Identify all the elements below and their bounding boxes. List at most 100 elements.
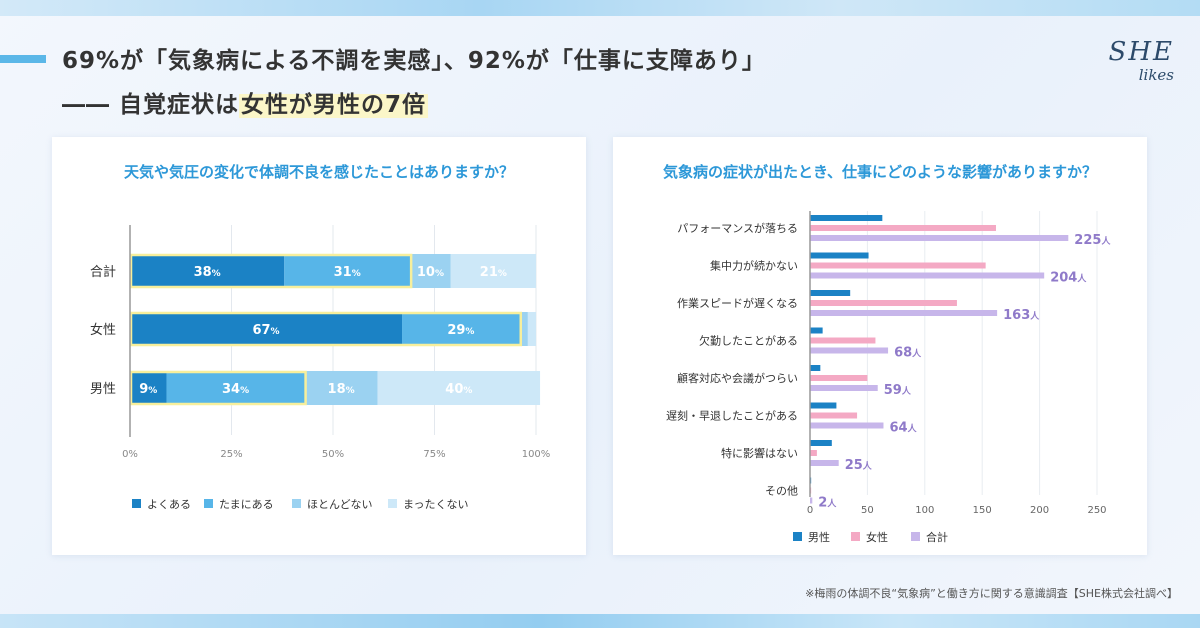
chart2-bar	[810, 252, 869, 259]
chart2-bar	[810, 375, 868, 381]
chart2-total-value: 64	[889, 421, 907, 436]
chart2-total-value: 25	[845, 458, 863, 473]
chart2-total-label: 204人	[1050, 271, 1087, 286]
title-accent-line	[0, 55, 46, 63]
chart2-bar	[810, 460, 839, 466]
chart2-total-label: 25人	[845, 458, 873, 473]
chart1-bar-segment	[527, 312, 536, 346]
chart2-total-unit: 人	[1029, 310, 1040, 322]
chart1-bar-segment	[377, 371, 541, 405]
chart2-bar	[810, 300, 957, 306]
chart1-data-label: 18%	[328, 382, 355, 397]
chart2-total-value: 68	[894, 346, 912, 361]
chart1-bar-segment	[130, 312, 403, 346]
chart1-data-value: 21	[480, 265, 498, 280]
chart2-total-value: 163	[1003, 308, 1030, 323]
chart1-svg: 0% 25% 50% 75% 100%合計 38% 31% 10% 21%女性 67% 29%男性 9…	[90, 225, 551, 511]
chart2-total-unit: 人	[911, 348, 922, 360]
chart1-data-value: 67	[252, 323, 270, 338]
chart2-total-value: 59	[884, 383, 902, 398]
chart1-bar-segment	[130, 371, 167, 405]
chart2-total-unit: 人	[907, 423, 918, 435]
chart2-svg: 0 50 100 150 200 250パフォーマンスが落ちる225人集中力が続かない20…	[666, 211, 1111, 544]
chart2-bar	[810, 310, 998, 316]
chart2-x-tick-label: 100	[915, 505, 934, 516]
chart2-legend-label: 女性	[866, 530, 888, 544]
chart2-category-label: 作業スピードが遅くなる	[677, 296, 798, 310]
chart2-category-label: その他	[765, 485, 798, 498]
chart1-legend-label: まったくない	[403, 498, 469, 511]
chart2-bar	[810, 262, 986, 269]
chart2-bar	[810, 235, 1069, 241]
chart1-data-label: 21%	[480, 265, 507, 280]
chart2-total-value: 225	[1074, 233, 1101, 248]
chart1-bar-segment	[284, 254, 411, 288]
logo-line1: SHE	[1108, 37, 1174, 67]
chart1-bar-segment	[450, 254, 536, 288]
chart1-category-label: 女性	[90, 322, 116, 338]
chart1-bar-segment	[410, 254, 451, 288]
chart1-x-tick-label: 0%	[122, 449, 138, 460]
chart2-bar	[810, 225, 996, 231]
chart1-data-unit: %	[240, 386, 249, 396]
chart1-data-label: 38%	[194, 265, 221, 280]
chart1-highlight-box	[129, 253, 413, 289]
chart2-x-tick-label: 150	[973, 505, 992, 516]
chart2-legend-swatch	[911, 532, 920, 541]
chart1-data-value: 34	[222, 382, 240, 397]
chart2-bar	[810, 365, 821, 371]
chart2-total-unit: 人	[826, 498, 837, 510]
chart2-total-value: 2	[818, 496, 827, 511]
chart2-x-tick-label: 50	[861, 505, 874, 516]
she-likes-logo: SHE likes	[1094, 38, 1174, 84]
chart1-bar-segment	[130, 254, 285, 288]
chart1-bar-segment	[304, 371, 378, 405]
chart1-legend-swatch	[132, 499, 141, 508]
chart1-x-tick-label: 50%	[322, 449, 344, 460]
chart2-total-value: 204	[1050, 271, 1077, 286]
chart1-data-value: 38	[194, 265, 212, 280]
chart1-bar-segment	[519, 312, 528, 346]
chart2-bar	[810, 215, 883, 221]
chart1-legend-label: たまにある	[219, 498, 274, 511]
chart1-data-unit: %	[435, 269, 444, 279]
chart1-legend-swatch	[204, 499, 213, 508]
chart2-category-label: 特に影響はない	[721, 446, 798, 460]
chart2-category-label: パフォーマンスが落ちる	[677, 221, 798, 235]
chart2-bar	[810, 347, 889, 354]
chart2-total-label: 225人	[1074, 233, 1111, 248]
chart1-data-unit: %	[498, 269, 507, 279]
chart2-total-unit: 人	[1076, 273, 1087, 285]
chart2-category-label: 遅刻・早退したことがある	[666, 409, 798, 423]
chart1-data-unit: %	[352, 269, 361, 279]
chart1-data-unit: %	[148, 386, 157, 396]
chart1-data-label: 31%	[334, 265, 361, 280]
chart1-data-unit: %	[212, 269, 221, 279]
chart1-bar-segment	[402, 312, 520, 346]
chart1-x-tick-label: 100%	[522, 449, 551, 460]
chart1-data-unit: %	[465, 327, 474, 337]
chart2-total-label: 2人	[818, 496, 837, 511]
chart1-data-value: 31	[334, 265, 352, 280]
chart2-total-unit: 人	[901, 385, 912, 397]
chart1-legend-swatch	[388, 499, 397, 508]
logo-line2: likes	[1138, 66, 1174, 84]
chart1-category-label: 合計	[90, 264, 116, 280]
chart1-data-label: 9%	[139, 382, 157, 397]
chart1-data-value: 10	[417, 265, 435, 280]
card-work-impact: 気象病の症状が出たとき、仕事にどのような影響がありますか？ 0 50 100 150 2…	[613, 137, 1147, 555]
chart2-bar	[810, 337, 876, 344]
chart2-total-unit: 人	[862, 460, 873, 472]
chart1-legend-label: ほとんどない	[307, 498, 372, 511]
chart2-bar	[810, 440, 832, 446]
chart2-category-label: 欠勤したことがある	[699, 334, 798, 348]
chart2-bar	[810, 327, 823, 334]
bottom-decor-band	[0, 614, 1200, 628]
chart2-bar	[810, 422, 884, 429]
chart1-title: 天気や気圧の変化で体調不良を感じたことはありますか？	[123, 163, 514, 181]
chart1-legend-swatch	[292, 499, 301, 508]
chart2-legend-swatch	[793, 532, 802, 541]
chart1-data-unit: %	[346, 386, 355, 396]
chart1-bar-segment	[166, 371, 305, 405]
card-weather-experience: 天気や気圧の変化で体調不良を感じたことはありますか？ 0% 25% 50% 75% 10…	[52, 137, 586, 555]
